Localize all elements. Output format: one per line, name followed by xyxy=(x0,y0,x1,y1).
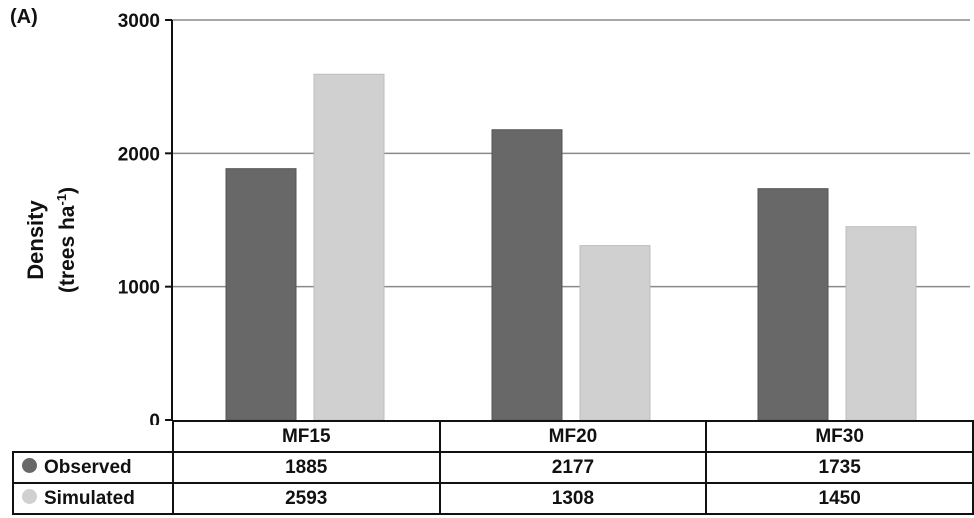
table-cell-observed-mf30: 1735 xyxy=(705,451,974,484)
category-header-mf15: MF15 xyxy=(171,420,441,453)
y-tick-label-3000: 3000 xyxy=(118,11,160,32)
category-header-mf20: MF20 xyxy=(438,420,708,453)
legend-label-observed: Observed xyxy=(44,456,132,478)
legend-label-simulated: Simulated xyxy=(44,487,135,509)
table-row-observed: Observed 1885 2177 1735 xyxy=(12,451,974,484)
table-header-row: MF15 MF20 MF30 xyxy=(13,420,974,453)
table-cell-observed-mf15: 1885 xyxy=(171,451,441,484)
bar-simulated-mf15 xyxy=(313,73,385,421)
bar-simulated-mf20 xyxy=(579,245,651,421)
table-row-simulated: Simulated 2593 1308 1450 xyxy=(12,482,974,515)
bar-observed-mf20 xyxy=(491,129,563,421)
bar-observed-mf30 xyxy=(757,188,829,421)
category-header-mf30: MF30 xyxy=(705,420,974,453)
table-cell-simulated-mf30: 1450 xyxy=(705,482,974,515)
simulated-swatch-icon xyxy=(22,488,37,504)
y-tick-label-0: 0 xyxy=(149,411,160,425)
data-table: MF15 MF20 MF30 Observed 1885 2177 1735 S… xyxy=(12,420,974,515)
observed-swatch-icon xyxy=(22,457,37,473)
legend-simulated: Simulated xyxy=(12,482,174,515)
bar-chart: 0 1000 2000 3000 xyxy=(118,11,970,425)
panel-label: (A) xyxy=(10,6,38,28)
table-cell-observed-mf20: 2177 xyxy=(438,451,708,484)
bar-observed-mf15 xyxy=(225,168,297,421)
y-tick-label-1000: 1000 xyxy=(118,278,160,299)
table-cell-simulated-mf20: 1308 xyxy=(438,482,708,515)
table-corner xyxy=(13,421,173,452)
y-tick-label-2000: 2000 xyxy=(118,144,160,165)
legend-observed: Observed xyxy=(12,451,174,484)
bar-simulated-mf30 xyxy=(845,226,917,421)
table-cell-simulated-mf15: 2593 xyxy=(171,482,441,515)
